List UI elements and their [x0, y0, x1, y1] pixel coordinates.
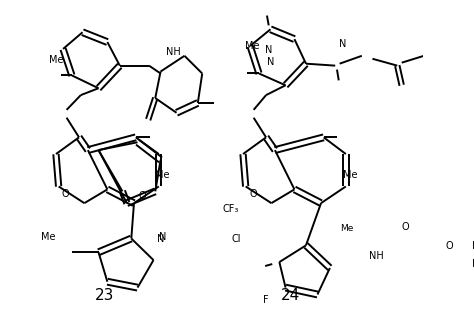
- Text: O: O: [61, 189, 69, 199]
- Text: F: F: [472, 259, 474, 269]
- Text: Cl: Cl: [232, 233, 241, 243]
- Text: N: N: [339, 39, 346, 49]
- Text: O: O: [401, 222, 410, 232]
- Text: 23: 23: [95, 288, 114, 303]
- Text: N: N: [267, 57, 274, 67]
- Text: N: N: [265, 45, 272, 55]
- Text: Me: Me: [340, 224, 353, 233]
- Text: Me: Me: [48, 55, 63, 65]
- Text: NH: NH: [369, 251, 383, 261]
- Text: Me: Me: [41, 232, 56, 241]
- Text: O: O: [139, 191, 146, 201]
- Text: F: F: [472, 241, 474, 251]
- Text: CF₃: CF₃: [223, 204, 239, 214]
- Text: N: N: [159, 232, 166, 241]
- Text: 24: 24: [281, 288, 301, 303]
- Text: O: O: [250, 189, 257, 199]
- Text: NH: NH: [166, 47, 181, 57]
- Text: Me: Me: [155, 170, 170, 180]
- Text: N: N: [157, 233, 164, 243]
- Text: O: O: [445, 241, 453, 251]
- Text: F: F: [263, 295, 269, 305]
- Text: Me: Me: [343, 170, 358, 180]
- Text: Me: Me: [246, 41, 260, 51]
